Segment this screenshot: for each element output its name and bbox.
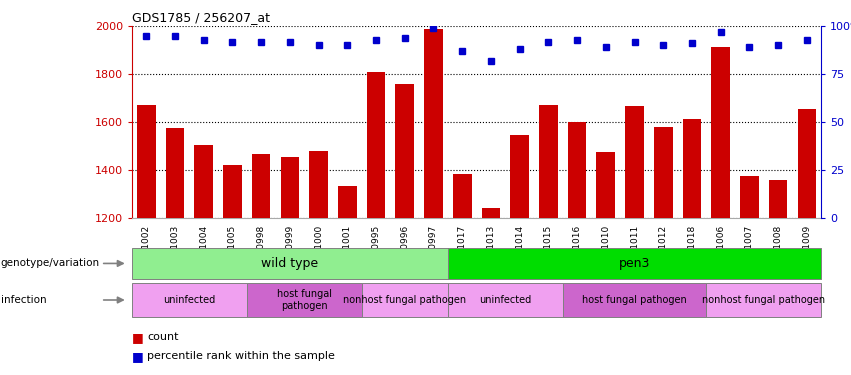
Text: ■: ■ (132, 331, 148, 344)
Text: host fungal pathogen: host fungal pathogen (582, 295, 687, 305)
Bar (482, 208, 500, 218)
Text: GDS1785 / 256207_at: GDS1785 / 256207_at (132, 11, 270, 24)
Bar (448, 248, 821, 279)
Bar (768, 180, 787, 218)
Bar (367, 72, 386, 217)
Bar (281, 156, 300, 218)
Bar (309, 150, 328, 217)
Text: uninfected: uninfected (163, 295, 215, 305)
Text: host fungal
pathogen: host fungal pathogen (277, 289, 332, 311)
Bar (247, 283, 362, 317)
Bar (511, 135, 529, 218)
Bar (539, 105, 557, 218)
Bar (654, 127, 672, 218)
Text: uninfected: uninfected (479, 295, 531, 305)
Bar (396, 84, 414, 218)
Bar (797, 109, 816, 217)
Bar (132, 248, 448, 279)
Bar (338, 186, 357, 218)
Text: genotype/variation: genotype/variation (1, 258, 100, 268)
Bar (424, 28, 443, 218)
Text: count: count (147, 333, 179, 342)
Bar (563, 283, 706, 317)
Bar (252, 154, 271, 218)
Bar (132, 283, 247, 317)
Bar (683, 120, 701, 218)
Bar (453, 174, 471, 217)
Text: nonhost fungal pathogen: nonhost fungal pathogen (702, 295, 825, 305)
Bar (166, 128, 185, 218)
Bar (448, 283, 563, 317)
Bar (740, 176, 759, 217)
Text: pen3: pen3 (619, 257, 650, 270)
Bar (362, 283, 448, 317)
Bar (597, 152, 615, 217)
Text: percentile rank within the sample: percentile rank within the sample (147, 351, 335, 361)
Bar (711, 46, 730, 217)
Text: wild type: wild type (261, 257, 318, 270)
Bar (137, 105, 156, 218)
Text: infection: infection (1, 295, 47, 305)
Bar (223, 165, 242, 218)
Bar (625, 106, 644, 218)
Text: ■: ■ (132, 350, 148, 363)
Text: nonhost fungal pathogen: nonhost fungal pathogen (343, 295, 466, 305)
Bar (194, 145, 213, 218)
Bar (568, 122, 586, 218)
Bar (706, 283, 821, 317)
